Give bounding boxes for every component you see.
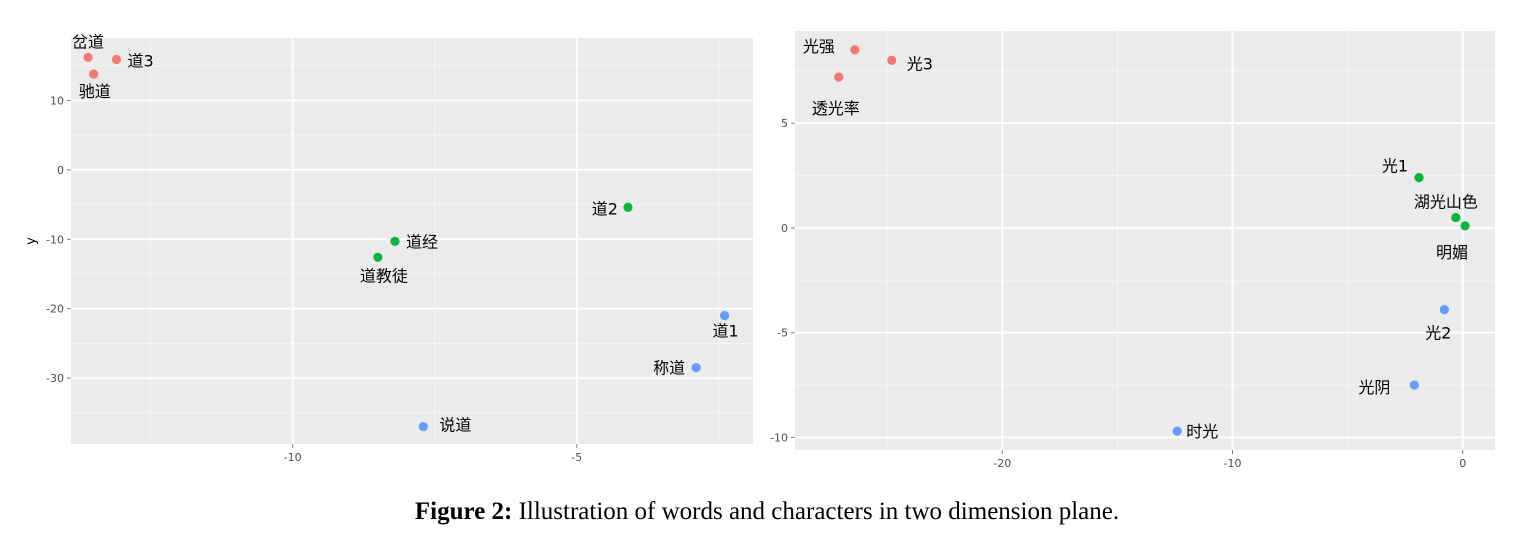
left-y-axis-label: y xyxy=(24,237,39,245)
left-y-tick-label: 10 xyxy=(50,94,64,107)
left-point-1-1 xyxy=(390,236,400,246)
left-point-label-0-0: 岔道 xyxy=(72,32,104,51)
right-point-0-2 xyxy=(834,72,844,82)
left-x-tick-label: -5 xyxy=(571,451,582,464)
right-point-label-2-1: 光阴 xyxy=(1358,378,1390,397)
left-point-2-1 xyxy=(691,363,701,373)
right-point-label-2-0: 光2 xyxy=(1425,324,1451,343)
left-point-label-2-0: 道1 xyxy=(712,322,738,341)
left-point-label-1-1: 道经 xyxy=(406,232,438,251)
right-point-1-0 xyxy=(1414,173,1424,183)
left-point-2-0 xyxy=(719,311,730,321)
left-point-label-0-1: 道3 xyxy=(127,52,153,71)
right-point-label-0-0: 光强 xyxy=(803,37,835,56)
right-point-label-1-0: 光1 xyxy=(1382,157,1408,176)
left-point-label-1-2: 道教徒 xyxy=(360,266,408,285)
right-y-tick-label: -10 xyxy=(770,431,788,444)
right-x-tick-label: 0 xyxy=(1459,457,1466,470)
right-y-tick-label: 0 xyxy=(781,222,788,235)
left-x-tick-label: -10 xyxy=(284,451,302,464)
figure-caption: Figure 2: Illustration of words and char… xyxy=(0,498,1534,526)
right-point-2-2 xyxy=(1172,426,1182,436)
right-x-tick-label: -10 xyxy=(1224,457,1242,470)
left-y-tick-label: 0 xyxy=(57,164,64,177)
left-point-label-1-0: 道2 xyxy=(592,199,618,218)
right-x-tick-label: -20 xyxy=(993,457,1011,470)
right-point-0-1 xyxy=(887,55,897,65)
left-point-label-2-1: 称道 xyxy=(653,359,685,378)
left-y-tick-label: -10 xyxy=(46,233,64,246)
right-point-label-1-2: 明媚 xyxy=(1436,243,1468,262)
left-point-0-2 xyxy=(89,69,99,79)
right-point-2-1 xyxy=(1409,380,1420,390)
right-plot-panel xyxy=(795,31,1495,450)
right-point-label-0-1: 光3 xyxy=(907,54,933,73)
left-plot-panel xyxy=(71,38,753,444)
left-point-2-2 xyxy=(418,422,428,432)
caption-label: Figure 2: xyxy=(414,498,513,525)
left-point-0-0 xyxy=(83,52,93,63)
right-point-0-0 xyxy=(850,45,860,55)
right-y-tick-label: 5 xyxy=(781,117,788,130)
caption-text: Illustration of words and characters in … xyxy=(512,498,1120,525)
left-point-0-1 xyxy=(111,54,122,65)
left-y-tick-label: -30 xyxy=(46,372,64,385)
right-point-label-0-2: 透光率 xyxy=(812,99,860,118)
left-y-tick-label: -20 xyxy=(46,303,64,316)
right-point-1-1 xyxy=(1451,212,1461,223)
right-point-2-0 xyxy=(1439,305,1449,315)
left-point-1-2 xyxy=(373,252,383,262)
left-point-label-2-2: 说道 xyxy=(439,416,471,435)
right-point-label-2-2: 时光 xyxy=(1186,422,1218,441)
right-y-tick-label: -5 xyxy=(777,327,788,340)
right-point-1-2 xyxy=(1460,221,1470,231)
left-point-1-0 xyxy=(623,202,633,212)
right-point-label-1-1: 湖光山色 xyxy=(1414,192,1478,211)
left-point-label-0-2: 驰道 xyxy=(79,82,111,101)
